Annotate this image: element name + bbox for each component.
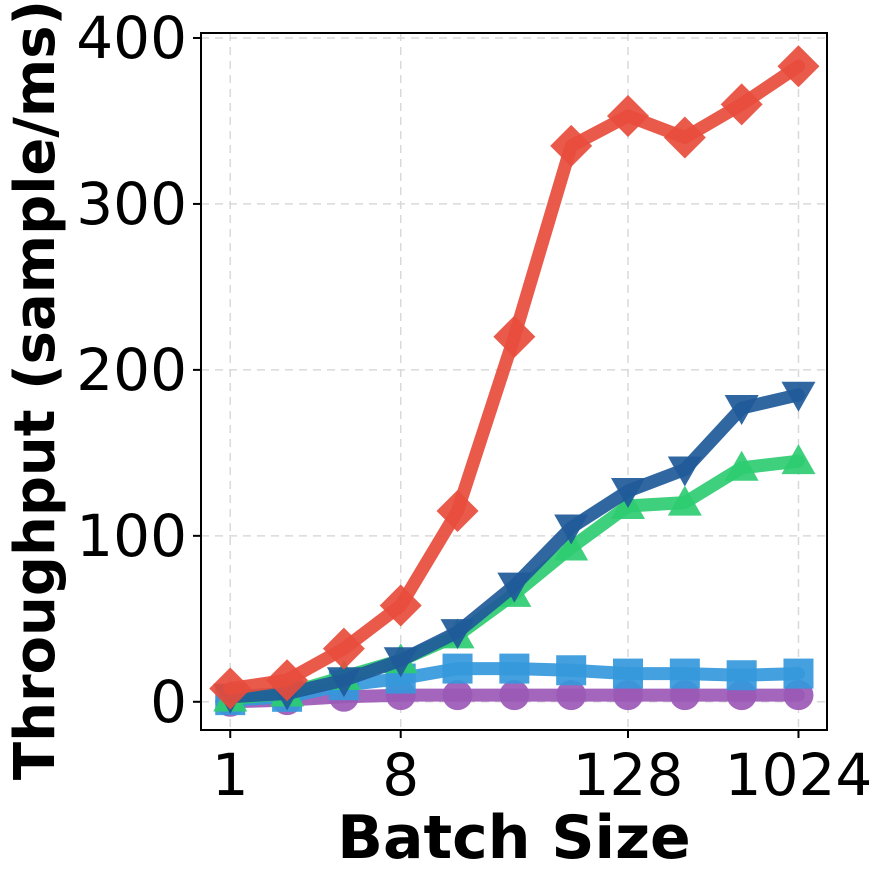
data-point-diamond: [379, 584, 422, 627]
x-tick-label: 1024: [725, 741, 873, 809]
data-point-square: [442, 653, 473, 684]
x-tick-label: 8: [382, 741, 419, 809]
data-point-circle: [442, 680, 473, 711]
data-point-diamond: [550, 124, 593, 167]
data-point-diamond: [209, 667, 252, 710]
data-point-diamond: [607, 94, 650, 137]
x-tick-label: 1: [212, 741, 249, 809]
data-point-diamond: [436, 489, 479, 532]
data-point-diamond: [266, 659, 309, 702]
data-point-triangle-down: [781, 381, 816, 412]
data-point-triangle-up: [554, 530, 589, 561]
x-tick-label: 128: [573, 741, 684, 809]
series-diamond: [209, 45, 820, 710]
y-tick-label: 200: [76, 336, 187, 404]
data-point-triangle-down: [554, 514, 589, 545]
data-point-diamond: [720, 83, 763, 126]
data-point-square: [783, 658, 814, 689]
data-point-square: [556, 655, 587, 686]
series-line: [223, 388, 805, 704]
data-point-triangle-down: [383, 647, 418, 678]
data-point-diamond: [493, 315, 536, 358]
data-point-square: [726, 660, 757, 691]
data-point-triangle-up: [724, 450, 759, 481]
data-point-square: [613, 658, 644, 689]
x-axis-label: Batch Size: [337, 803, 690, 873]
y-tick-label: 0: [150, 668, 187, 736]
series-layer: [209, 45, 820, 717]
data-point-diamond: [777, 45, 820, 88]
y-tick-label: 100: [76, 502, 187, 570]
data-point-triangle-down: [440, 619, 475, 650]
data-point-triangle-down: [326, 667, 361, 698]
data-point-triangle-down: [611, 478, 646, 509]
data-point-square: [669, 658, 700, 689]
data-point-diamond: [663, 116, 706, 159]
data-point-triangle-up: [781, 444, 816, 475]
data-point-square: [499, 653, 530, 684]
data-point-circle: [556, 680, 587, 711]
data-point-triangle-down: [667, 456, 702, 487]
grid: [201, 33, 827, 730]
y-axis-label: Throughput (sample/ms): [3, 0, 68, 780]
y-tick-label: 400: [76, 4, 187, 72]
data-point-triangle-up: [667, 485, 702, 516]
ticks: 0 100 200 300 400 1 8 128 1024: [76, 4, 872, 809]
data-point-circle: [499, 680, 530, 711]
data-point-triangle-down: [497, 572, 532, 603]
y-tick-label: 300: [76, 170, 187, 238]
data-point-diamond: [322, 627, 365, 670]
data-point-triangle-down: [724, 395, 759, 426]
plot-frame: [200, 32, 828, 731]
